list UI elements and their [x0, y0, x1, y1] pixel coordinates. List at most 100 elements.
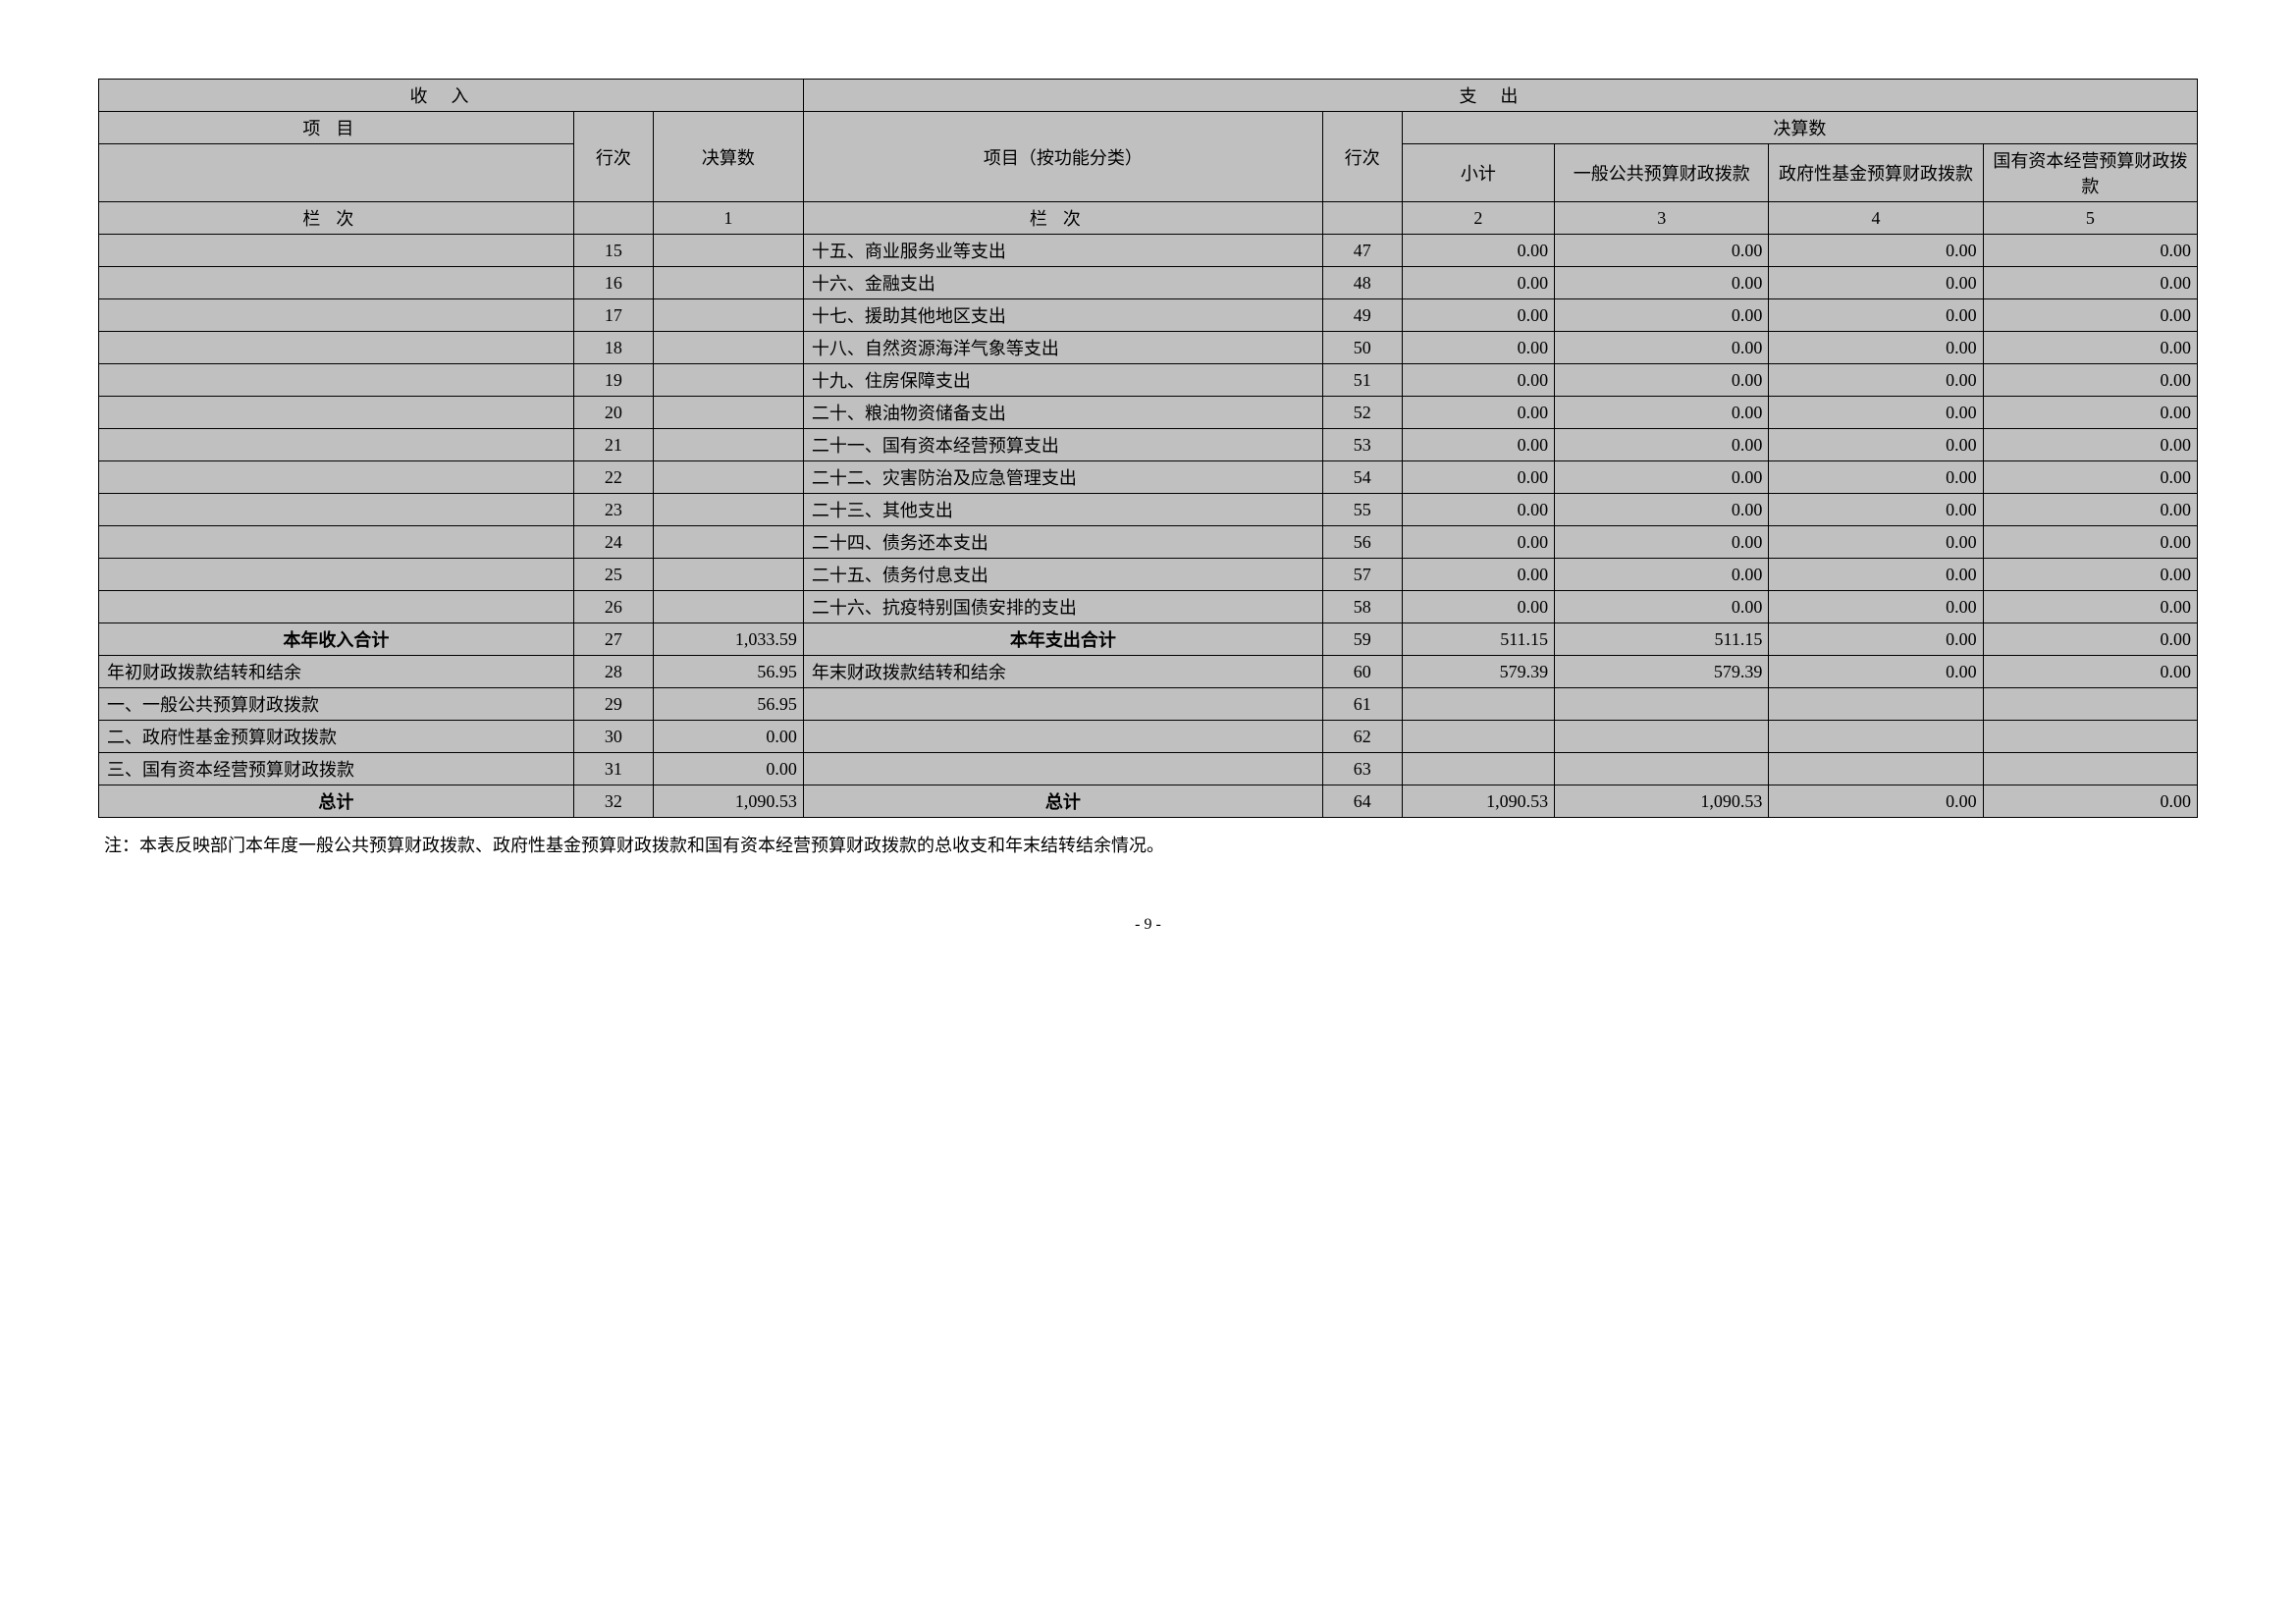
colord-3: 3: [1555, 202, 1769, 235]
expense-item: 十八、自然资源海洋气象等支出: [803, 332, 1322, 364]
table-row: 18十八、自然资源海洋气象等支出500.000.000.000.00: [99, 332, 2198, 364]
govfund-value: 0.00: [1769, 656, 1983, 688]
govfund-value: 0.00: [1769, 299, 1983, 332]
table-row: 26二十六、抗疫特别国债安排的支出580.000.000.000.00: [99, 591, 2198, 623]
expense-rownum: 62: [1322, 721, 1402, 753]
stateowned-value: 0.00: [1983, 591, 2197, 623]
expense-item: 二十四、债务还本支出: [803, 526, 1322, 559]
table-row: 17十七、援助其他地区支出490.000.000.000.00: [99, 299, 2198, 332]
general-header: 一般公共预算财政拨款: [1555, 144, 1769, 202]
income-item: [99, 559, 574, 591]
subtotal-value: 511.15: [1402, 623, 1554, 656]
govfund-value: 0.00: [1769, 397, 1983, 429]
stateowned-header: 国有资本经营预算财政拨款: [1983, 144, 2197, 202]
general-value: 1,090.53: [1555, 785, 1769, 818]
income-value: [653, 332, 803, 364]
expense-rownum: 53: [1322, 429, 1402, 461]
govfund-value: 0.00: [1769, 461, 1983, 494]
expense-rownum: 63: [1322, 753, 1402, 785]
general-value: 0.00: [1555, 332, 1769, 364]
general-value: 0.00: [1555, 299, 1769, 332]
stateowned-value: 0.00: [1983, 526, 2197, 559]
expense-item: 二十、粮油物资储备支出: [803, 397, 1322, 429]
income-item: [99, 494, 574, 526]
expense-rownum: 54: [1322, 461, 1402, 494]
income-rownum: 27: [573, 623, 653, 656]
expense-rownum: 48: [1322, 267, 1402, 299]
govfund-value: 0.00: [1769, 494, 1983, 526]
income-item: 二、政府性基金预算财政拨款: [99, 721, 574, 753]
colord-1: 1: [653, 202, 803, 235]
stateowned-value: 0.00: [1983, 785, 2197, 818]
expense-rownum: 55: [1322, 494, 1402, 526]
govfund-value: 0.00: [1769, 267, 1983, 299]
general-value: 0.00: [1555, 526, 1769, 559]
income-value: [653, 526, 803, 559]
general-value: 0.00: [1555, 494, 1769, 526]
income-value: 0.00: [653, 721, 803, 753]
income-rownum: 29: [573, 688, 653, 721]
income-value: [653, 299, 803, 332]
income-rownum: 26: [573, 591, 653, 623]
income-rownum: 22: [573, 461, 653, 494]
general-value: 0.00: [1555, 267, 1769, 299]
general-value: [1555, 753, 1769, 785]
govfund-value: 0.00: [1769, 429, 1983, 461]
stateowned-value: 0.00: [1983, 656, 2197, 688]
table-row: 24二十四、债务还本支出560.000.000.000.00: [99, 526, 2198, 559]
stateowned-value: [1983, 688, 2197, 721]
income-rownum: 30: [573, 721, 653, 753]
expense-rownum: 51: [1322, 364, 1402, 397]
expense-item: 二十一、国有资本经营预算支出: [803, 429, 1322, 461]
table-row: 20二十、粮油物资储备支出520.000.000.000.00: [99, 397, 2198, 429]
subtotal-value: 0.00: [1402, 559, 1554, 591]
subtotal-value: [1402, 753, 1554, 785]
expense-item: 十九、住房保障支出: [803, 364, 1322, 397]
income-rownum: 16: [573, 267, 653, 299]
rownum-header-r: 行次: [1322, 112, 1402, 202]
subtotal-value: [1402, 688, 1554, 721]
subtotal-value: 0.00: [1402, 267, 1554, 299]
govfund-value: 0.00: [1769, 235, 1983, 267]
expense-rownum: 64: [1322, 785, 1402, 818]
stateowned-value: 0.00: [1983, 267, 2197, 299]
income-item: [99, 235, 574, 267]
income-value: [653, 364, 803, 397]
income-item: 三、国有资本经营预算财政拨款: [99, 753, 574, 785]
income-item: 一、一般公共预算财政拨款: [99, 688, 574, 721]
income-rownum: 21: [573, 429, 653, 461]
general-value: 579.39: [1555, 656, 1769, 688]
income-value: [653, 461, 803, 494]
govfund-value: [1769, 688, 1983, 721]
subtotal-value: 0.00: [1402, 332, 1554, 364]
income-rownum: 23: [573, 494, 653, 526]
subtotal-value: 0.00: [1402, 591, 1554, 623]
table-row: 22二十二、灾害防治及应急管理支出540.000.000.000.00: [99, 461, 2198, 494]
footnote: 注：本表反映部门本年度一般公共预算财政拨款、政府性基金预算财政拨款和国有资本经营…: [98, 832, 2198, 857]
income-item: 总计: [99, 785, 574, 818]
income-rownum: 17: [573, 299, 653, 332]
expense-item: 二十五、债务付息支出: [803, 559, 1322, 591]
income-rownum: 28: [573, 656, 653, 688]
header-row-1: 收入 支出: [99, 80, 2198, 112]
expense-item: [803, 753, 1322, 785]
income-value: 1,033.59: [653, 623, 803, 656]
expense-item: [803, 688, 1322, 721]
income-rownum: 15: [573, 235, 653, 267]
table-row: 总计321,090.53总计641,090.531,090.530.000.00: [99, 785, 2198, 818]
colord-2: 2: [1402, 202, 1554, 235]
final-header-r: 决算数: [1402, 112, 2197, 144]
colord-l: 栏次: [99, 202, 574, 235]
income-header: 收入: [99, 80, 804, 112]
general-value: 0.00: [1555, 461, 1769, 494]
expense-item: 二十二、灾害防治及应急管理支出: [803, 461, 1322, 494]
income-value: 56.95: [653, 688, 803, 721]
table-row: 二、政府性基金预算财政拨款300.00 62: [99, 721, 2198, 753]
colord-blank2: [1322, 202, 1402, 235]
table-row: 一、一般公共预算财政拨款2956.9561: [99, 688, 2198, 721]
subtotal-value: 0.00: [1402, 526, 1554, 559]
general-value: 0.00: [1555, 235, 1769, 267]
expense-header: 支出: [803, 80, 2197, 112]
expense-item: [803, 721, 1322, 753]
expense-rownum: 60: [1322, 656, 1402, 688]
